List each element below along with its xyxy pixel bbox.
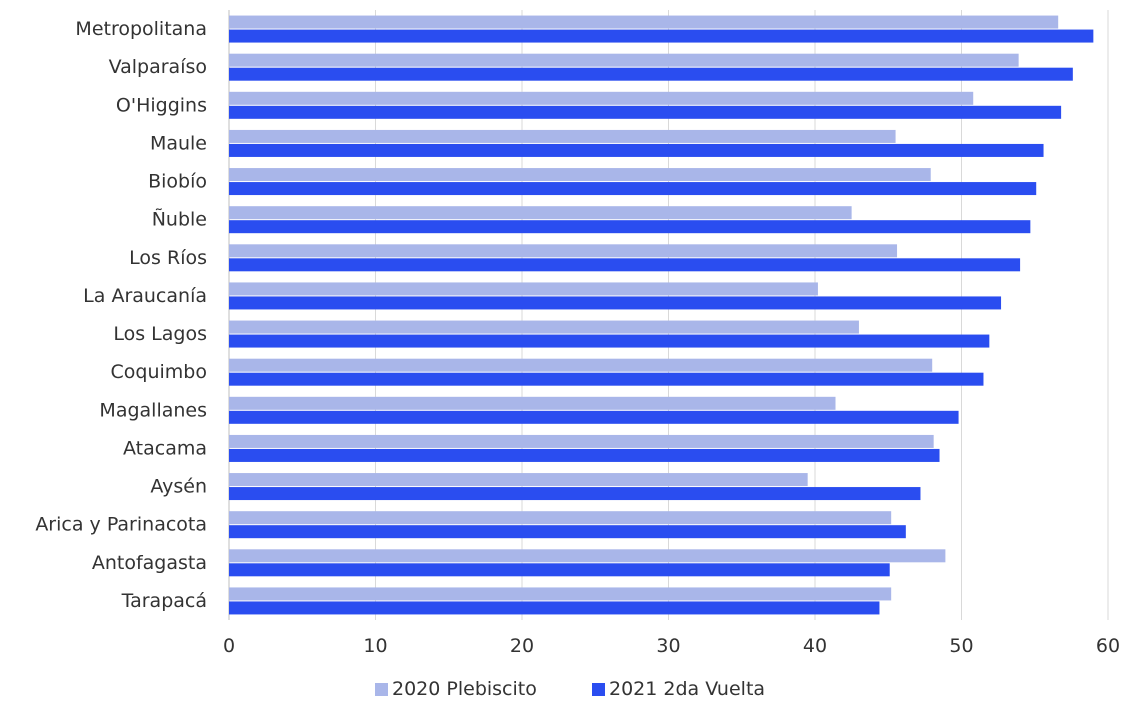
bar-2020 [229, 587, 892, 601]
category-labels: Metropolitana Valparaíso O'Higgins Maule Bio… [35, 18, 207, 612]
category-label: Magallanes [99, 399, 207, 421]
category-label: Coquimbo [111, 361, 207, 383]
bar-2020 [229, 473, 808, 487]
x-tick-labels: 0 10 20 30 40 50 60 [223, 635, 1120, 657]
legend-swatch [375, 683, 388, 696]
bar-2021 [229, 296, 1002, 310]
x-tick-label: 20 [510, 635, 534, 657]
x-tick-label: 40 [803, 635, 827, 657]
category-label: Valparaíso [109, 56, 207, 78]
category-label: Metropolitana [75, 18, 207, 40]
x-tick-label: 60 [1096, 635, 1120, 657]
bar-2020 [229, 206, 852, 220]
bar-2020 [229, 244, 898, 258]
bar-2020 [229, 511, 892, 525]
x-tick-label: 0 [223, 635, 235, 657]
bar-2021 [229, 372, 984, 386]
category-label: Atacama [123, 437, 207, 459]
bar-2021 [229, 29, 1094, 43]
bar-2021 [229, 67, 1073, 81]
category-label: Antofagasta [92, 552, 207, 574]
bar-2020 [229, 129, 896, 143]
bar-2021 [229, 143, 1044, 157]
bar-2021 [229, 563, 890, 577]
category-label: Maule [150, 132, 207, 154]
category-label: Arica y Parinacota [35, 514, 207, 536]
category-label: Biobío [148, 171, 207, 193]
x-tick-label: 30 [656, 635, 680, 657]
category-label: Los Lagos [113, 323, 207, 345]
bar-2020 [229, 396, 836, 410]
legend-swatch [592, 683, 605, 696]
bar-2020 [229, 91, 974, 105]
bar-2020 [229, 168, 931, 182]
bar-2020 [229, 320, 859, 334]
category-label: Aysén [150, 476, 207, 498]
bar-2020 [229, 358, 933, 372]
bar-2020 [229, 549, 946, 563]
bar-2021 [229, 410, 959, 424]
bar-2020 [229, 434, 934, 448]
x-tick-label: 10 [363, 635, 387, 657]
x-tick-label: 50 [949, 635, 973, 657]
bar-2020 [229, 282, 818, 296]
bar-2021 [229, 182, 1037, 196]
bar-2021 [229, 487, 921, 501]
category-label: Los Ríos [129, 247, 207, 269]
bar-2021 [229, 258, 1021, 272]
legend-label: 2020 Plebiscito [392, 678, 537, 700]
category-label: O'Higgins [116, 94, 207, 116]
bar-2021 [229, 334, 990, 348]
bar-2021 [229, 220, 1031, 234]
legend-label: 2021 2da Vuelta [609, 678, 765, 700]
bar-2021 [229, 448, 940, 462]
bar-2020 [229, 15, 1059, 29]
category-label: Tarapacá [121, 590, 207, 612]
category-label: Ñuble [152, 208, 207, 231]
bars [229, 15, 1094, 615]
bar-2020 [229, 53, 1019, 67]
bar-2021 [229, 601, 880, 615]
bar-2021 [229, 105, 1062, 119]
legend: 2020 Plebiscito 2021 2da Vuelta [375, 678, 765, 700]
bar-2021 [229, 525, 906, 539]
category-label: La Araucanía [83, 285, 207, 307]
